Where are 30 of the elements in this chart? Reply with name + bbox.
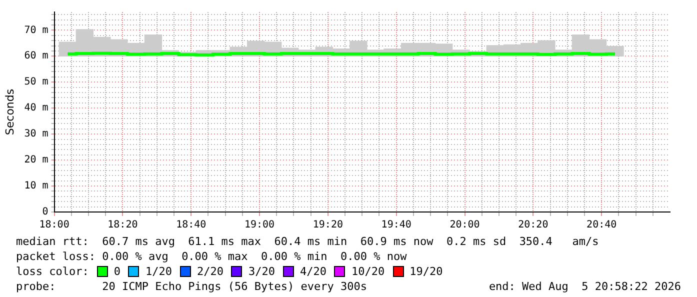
y-axis-title: Seconds: [3, 88, 16, 136]
x-tick-label: 19:20: [312, 220, 343, 231]
x-tick-label: 20:20: [518, 220, 548, 231]
y-tick-label: 0: [42, 206, 48, 218]
x-tick-label: 20:40: [586, 220, 617, 231]
text: packet loss: 0.00 % avg 0.00 % max 0.00 % min 0.00 % now: [15, 249, 408, 264]
y-tick-label: 30 m: [24, 128, 48, 140]
legend-label: 10/20: [351, 265, 385, 278]
x-tick-label: 20:00: [450, 220, 480, 231]
legend-label: 0: [114, 265, 120, 278]
text: probe: 20 ICMP Echo Pings (56 Bytes) every 300s: [16, 279, 367, 294]
y-tick-label: 20 m: [24, 154, 48, 166]
legend-label: 19/20: [410, 265, 443, 278]
y-tick-label: 40 m: [24, 102, 48, 114]
y-tick-label: 70 m: [24, 24, 48, 36]
x-tick-label: 18:00: [39, 220, 70, 231]
text: median rtt: 60.7 ms avg 61.1 ms max 60.4 ms min 60.9 ms now 0.2 ms sd 350.4 am/s: [15, 234, 600, 249]
x-tick-label: 18:20: [108, 220, 138, 231]
y-tick-label: 10 m: [24, 180, 48, 192]
legend-title: loss color:: [16, 265, 89, 278]
text: end: Wed Aug 5 20:58:22 2026: [488, 279, 681, 294]
x-tick-label: 19:00: [244, 220, 275, 231]
legend-label: 2/20: [196, 265, 224, 278]
legend-label: 4/20: [300, 265, 326, 278]
y-tick-label: 50 m: [24, 76, 48, 88]
y-tick-label: 60 m: [24, 50, 48, 62]
legend-label: 1/20: [145, 265, 172, 278]
legend-label: 3/20: [248, 265, 275, 278]
x-tick-label: 18:40: [176, 220, 206, 231]
x-tick-label: 19:40: [381, 220, 412, 231]
